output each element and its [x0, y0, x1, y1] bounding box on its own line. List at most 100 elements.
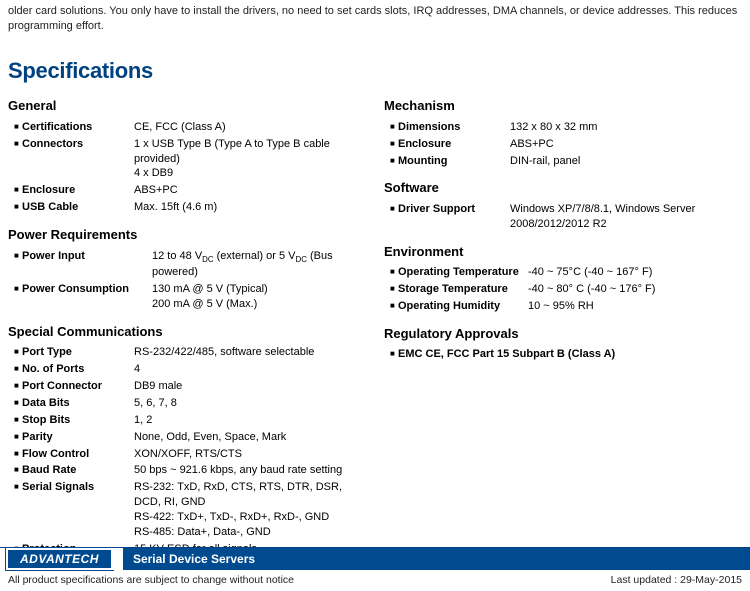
footer-bar-title: Serial Device Servers	[123, 548, 750, 570]
footer-updated: Last updated : 29-May-2015	[611, 573, 742, 587]
spec-value: DB9 male	[134, 379, 366, 394]
list-power: ■Power Input12 to 48 VDC (external) or 5…	[14, 248, 366, 313]
spec-value: 130 mA @ 5 V (Typical)200 mA @ 5 V (Max.…	[152, 282, 366, 312]
spec-label: Data Bits	[22, 396, 134, 411]
bullet-icon: ■	[14, 447, 22, 460]
spec-label: Storage Temperature	[398, 282, 528, 297]
footer: ADVANTECH Serial Device Servers All prod…	[0, 547, 750, 591]
spec-row: ■Operating Temperature-40 ~ 75°C (-40 ~ …	[390, 264, 742, 281]
bullet-icon: ■	[14, 183, 22, 196]
spec-value: 132 x 80 x 32 mm	[510, 120, 742, 135]
spec-label: No. of Ports	[22, 362, 134, 377]
spec-value: 12 to 48 VDC (external) or 5 VDC (Bus po…	[152, 249, 366, 281]
heading-general: General	[8, 97, 366, 115]
spec-row: ■EnclosureABS+PC	[390, 136, 742, 153]
spec-label: Stop Bits	[22, 413, 134, 428]
spec-value: 50 bps ~ 921.6 kbps, any baud rate setti…	[134, 463, 366, 478]
spec-value: 10 ~ 95% RH	[528, 299, 742, 314]
spec-value: None, Odd, Even, Space, Mark	[134, 430, 366, 445]
spec-label-only: EMC CE, FCC Part 15 Subpart B (Class A)	[398, 347, 742, 362]
bullet-icon: ■	[14, 463, 22, 476]
spec-row: ■Flow ControlXON/XOFF, RTS/CTS	[14, 446, 366, 463]
heading-software: Software	[384, 179, 742, 197]
spec-row: ■Serial SignalsRS-232: TxD, RxD, CTS, RT…	[14, 479, 366, 540]
spec-value: CE, FCC (Class A)	[134, 120, 366, 135]
spec-row: ■Power Consumption130 mA @ 5 V (Typical)…	[14, 281, 366, 313]
spec-row: ■ParityNone, Odd, Even, Space, Mark	[14, 429, 366, 446]
heading-comm: Special Communications	[8, 323, 366, 341]
heading-reg: Regulatory Approvals	[384, 325, 742, 343]
list-env: ■Operating Temperature-40 ~ 75°C (-40 ~ …	[390, 264, 742, 315]
bullet-icon: ■	[14, 362, 22, 375]
spec-row: ■Data Bits5, 6, 7, 8	[14, 395, 366, 412]
spec-value: ABS+PC	[510, 137, 742, 152]
spec-row: ■Baud Rate50 bps ~ 921.6 kbps, any baud …	[14, 462, 366, 479]
right-column: Mechanism ■Dimensions132 x 80 x 32 mm■En…	[384, 93, 742, 557]
list-general: ■CertificationsCE, FCC (Class A)■Connect…	[14, 119, 366, 216]
spec-value: -40 ~ 80° C (-40 ~ 176° F)	[528, 282, 742, 297]
spec-row: ■CertificationsCE, FCC (Class A)	[14, 119, 366, 136]
bullet-icon: ■	[14, 480, 22, 493]
heading-mech: Mechanism	[384, 97, 742, 115]
spec-value: Windows XP/7/8/8.1, Windows Server 2008/…	[510, 202, 742, 232]
spec-row: ■Power Input12 to 48 VDC (external) or 5…	[14, 248, 366, 282]
spec-label: Serial Signals	[22, 480, 134, 495]
spec-value: Max. 15ft (4.6 m)	[134, 200, 366, 215]
bullet-icon: ■	[14, 120, 22, 133]
spec-row: ■EMC CE, FCC Part 15 Subpart B (Class A)	[390, 346, 742, 363]
spec-row: ■No. of Ports4	[14, 361, 366, 378]
footer-sub: All product specifications are subject t…	[0, 570, 750, 591]
intro-fragment: older card solutions. You only have to i…	[0, 0, 750, 34]
bullet-icon: ■	[390, 202, 398, 215]
bullet-icon: ■	[390, 120, 398, 133]
bullet-icon: ■	[390, 265, 398, 278]
spec-value: RS-232: TxD, RxD, CTS, RTS, DTR, DSR, DC…	[134, 480, 366, 539]
spec-value: 1 x USB Type B (Type A to Type B cable p…	[134, 137, 366, 182]
spec-value: 4	[134, 362, 366, 377]
bullet-icon: ■	[14, 345, 22, 358]
bullet-icon: ■	[390, 282, 398, 295]
bullet-icon: ■	[14, 413, 22, 426]
list-mech: ■Dimensions132 x 80 x 32 mm■EnclosureABS…	[390, 119, 742, 170]
bullet-icon: ■	[14, 249, 22, 262]
spec-label: Power Consumption	[22, 282, 152, 297]
bullet-icon: ■	[14, 430, 22, 443]
bullet-icon: ■	[14, 379, 22, 392]
spec-row: ■Operating Humidity10 ~ 95% RH	[390, 298, 742, 315]
spec-label: Dimensions	[398, 120, 510, 135]
spec-label: Port Connector	[22, 379, 134, 394]
spec-label: USB Cable	[22, 200, 134, 215]
bullet-icon: ■	[14, 282, 22, 295]
heading-power: Power Requirements	[8, 226, 366, 244]
spec-row: ■Port TypeRS-232/422/485, software selec…	[14, 344, 366, 361]
list-software: ■Driver SupportWindows XP/7/8/8.1, Windo…	[390, 201, 742, 233]
bullet-icon: ■	[390, 299, 398, 312]
bullet-icon: ■	[390, 347, 398, 360]
spec-value: 5, 6, 7, 8	[134, 396, 366, 411]
footer-bar: ADVANTECH Serial Device Servers	[0, 548, 750, 570]
spec-label: Enclosure	[398, 137, 510, 152]
spec-label: Power Input	[22, 249, 152, 264]
spec-row: ■MountingDIN-rail, panel	[390, 153, 742, 170]
spec-label: Enclosure	[22, 183, 134, 198]
bullet-icon: ■	[390, 154, 398, 167]
spec-value: DIN-rail, panel	[510, 154, 742, 169]
heading-env: Environment	[384, 243, 742, 261]
spec-label: Parity	[22, 430, 134, 445]
spec-label: Mounting	[398, 154, 510, 169]
spec-value: -40 ~ 75°C (-40 ~ 167° F)	[528, 265, 742, 280]
footer-bar-gap	[113, 548, 123, 570]
spec-columns: General ■CertificationsCE, FCC (Class A)…	[0, 93, 750, 557]
spec-label: Operating Humidity	[398, 299, 528, 314]
spec-row: ■Dimensions132 x 80 x 32 mm	[390, 119, 742, 136]
bullet-icon: ■	[390, 137, 398, 150]
left-column: General ■CertificationsCE, FCC (Class A)…	[8, 93, 366, 557]
spec-row: ■USB CableMax. 15ft (4.6 m)	[14, 199, 366, 216]
advantech-logo: ADVANTECH	[6, 548, 113, 570]
spec-row: ■Port ConnectorDB9 male	[14, 378, 366, 395]
spec-label: Baud Rate	[22, 463, 134, 478]
bullet-icon: ■	[14, 137, 22, 150]
spec-row: ■EnclosureABS+PC	[14, 182, 366, 199]
bullet-icon: ■	[14, 396, 22, 409]
footer-bar-title-wrap: Serial Device Servers	[113, 548, 750, 570]
